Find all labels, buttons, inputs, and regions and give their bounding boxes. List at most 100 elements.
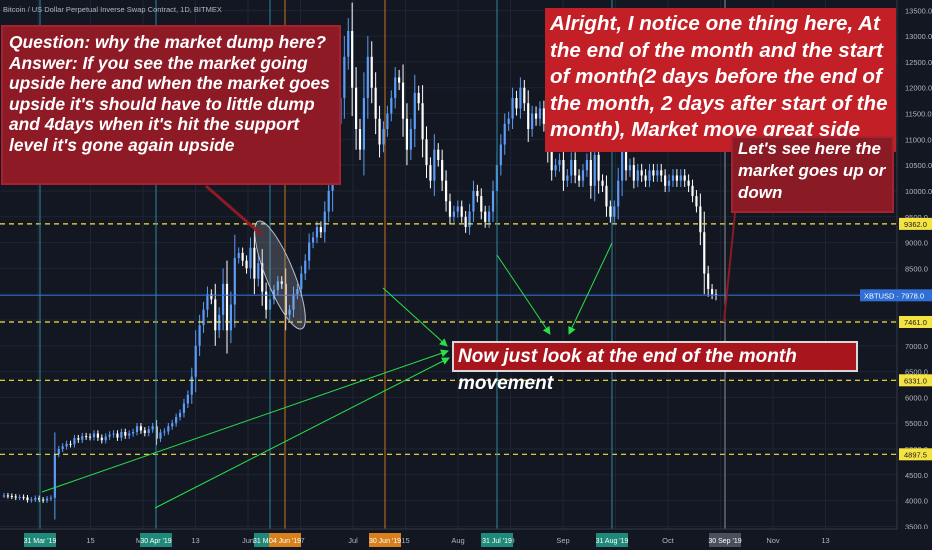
candle-body xyxy=(77,438,80,440)
candle xyxy=(656,163,659,182)
date-badge xyxy=(140,533,172,547)
x-axis: Apr15May13Jun17Jul15Aug19Sep16Oct14Nov13… xyxy=(0,528,932,550)
candle-body xyxy=(710,289,714,295)
y-tick-label: 13500.0 xyxy=(905,6,932,15)
candle xyxy=(131,428,135,437)
candle xyxy=(229,291,233,344)
candle xyxy=(343,36,346,119)
y-axis-bg xyxy=(897,0,932,550)
y-tick-label: 9500.0 xyxy=(905,213,928,222)
y-tick-label: 11500.0 xyxy=(905,110,932,119)
candle xyxy=(413,74,416,148)
candle-body xyxy=(280,281,283,284)
candle xyxy=(390,90,393,122)
candle xyxy=(636,163,639,188)
candle xyxy=(284,268,287,331)
candle xyxy=(112,430,115,438)
candle xyxy=(120,428,123,441)
candle xyxy=(198,314,201,357)
candle xyxy=(695,190,698,213)
candle xyxy=(214,283,217,346)
candle-body xyxy=(566,175,569,181)
candle xyxy=(128,430,131,439)
candle-body xyxy=(38,498,41,500)
x-tick-label: Jul xyxy=(348,536,358,545)
candle-body xyxy=(253,247,256,279)
candle-body xyxy=(531,113,534,130)
candle xyxy=(437,143,440,167)
candle xyxy=(476,184,479,203)
candle xyxy=(315,221,319,244)
candle-body xyxy=(378,118,381,145)
candle xyxy=(253,232,256,295)
candle xyxy=(22,494,25,501)
candle-body xyxy=(319,227,322,233)
candle xyxy=(194,330,197,393)
x-tick-label: 13 xyxy=(821,536,829,545)
annotation-question[interactable]: Question: why the market dump here? Answ… xyxy=(1,25,341,185)
annotation-alright[interactable]: Alright, I notice one thing here, At the… xyxy=(545,8,896,152)
y-tick-label: 10500.0 xyxy=(905,161,932,170)
candle-body xyxy=(519,87,522,109)
candle xyxy=(448,193,452,225)
candle xyxy=(589,147,592,199)
candle-body xyxy=(621,149,624,181)
candle-body xyxy=(491,190,495,212)
y-tick-label: 7000.0 xyxy=(905,342,928,351)
candle-body xyxy=(503,123,506,145)
candle xyxy=(362,72,366,176)
candle-body xyxy=(34,498,37,500)
support-level-label: 4897.5 xyxy=(904,450,927,459)
candle-body xyxy=(49,497,53,499)
candle xyxy=(190,367,193,404)
candle-body xyxy=(675,175,678,181)
candle xyxy=(398,69,401,91)
candle-body xyxy=(617,180,620,207)
date-badge xyxy=(269,533,301,547)
candle xyxy=(139,422,143,434)
candle-body xyxy=(69,443,72,445)
candle xyxy=(237,247,240,264)
candle-body xyxy=(707,273,710,290)
candle xyxy=(664,169,667,193)
candle-body xyxy=(554,165,557,171)
annotation-lets-see[interactable]: Let's see here the market goes up or dow… xyxy=(731,136,894,213)
candle-body xyxy=(577,175,581,181)
candle xyxy=(577,169,581,187)
callout-pointer-lets-see xyxy=(723,212,736,323)
candle-body xyxy=(53,454,56,498)
candle-body xyxy=(124,431,127,436)
candle-body xyxy=(358,129,362,150)
candle xyxy=(225,260,229,354)
candle-body xyxy=(609,206,612,217)
candle-body xyxy=(237,252,240,259)
candle xyxy=(566,169,569,188)
y-tick-label: 13000.0 xyxy=(905,32,932,41)
candle-body xyxy=(437,149,440,160)
candle xyxy=(433,134,436,197)
candle xyxy=(452,205,455,223)
candle-body xyxy=(597,154,600,181)
support-level-label: 6331.0 xyxy=(904,376,927,385)
candle-body xyxy=(487,211,491,222)
annotation-end-of-month[interactable]: Now just look at the end of the month mo… xyxy=(452,341,858,394)
candle xyxy=(425,126,428,179)
candle xyxy=(351,2,354,117)
candle-body xyxy=(288,309,291,315)
candle-body xyxy=(241,252,244,261)
candle xyxy=(429,157,432,189)
candle xyxy=(167,422,170,435)
candle-body xyxy=(167,426,170,432)
candle xyxy=(18,494,21,501)
y-tick-label: 12000.0 xyxy=(905,84,932,93)
candle xyxy=(261,249,264,306)
candle xyxy=(581,163,585,188)
candle-body xyxy=(624,149,628,171)
candle-body xyxy=(640,170,643,176)
candle-body xyxy=(444,180,448,202)
candle xyxy=(554,158,557,177)
candle-body xyxy=(421,103,424,140)
candle-body xyxy=(85,436,88,438)
